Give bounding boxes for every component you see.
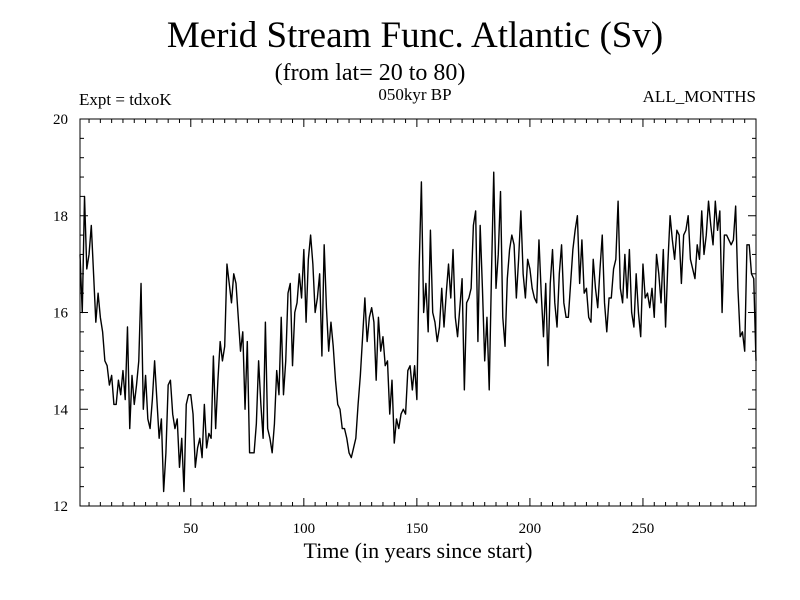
y-tick-label: 12 xyxy=(53,499,68,515)
months-label: ALL_MONTHS xyxy=(642,87,756,106)
x-tick-label: 100 xyxy=(293,521,316,537)
chart-subtitle: (from lat= 20 to 80) xyxy=(274,60,466,86)
x-tick-label: 200 xyxy=(519,521,542,537)
period-label: 050kyr BP xyxy=(378,85,452,104)
y-tick-label: 20 xyxy=(53,112,68,128)
x-axis-label: Time (in years since start) xyxy=(303,538,533,563)
x-tick-label: 150 xyxy=(406,521,429,537)
axis-tick-labels: 50 100 150 200 250 12 14 16 18 20 xyxy=(53,112,654,537)
y-tick-label: 16 xyxy=(53,306,69,322)
y-tick-label: 14 xyxy=(53,402,69,418)
x-tick-label: 250 xyxy=(632,521,655,537)
experiment-label: Expt = tdxoK xyxy=(79,90,172,109)
y-tick-label: 18 xyxy=(53,209,68,225)
series-line xyxy=(79,171,757,493)
chart-title: Merid Stream Func. Atlantic (Sv) xyxy=(166,15,664,56)
x-tick-label: 50 xyxy=(183,521,198,537)
